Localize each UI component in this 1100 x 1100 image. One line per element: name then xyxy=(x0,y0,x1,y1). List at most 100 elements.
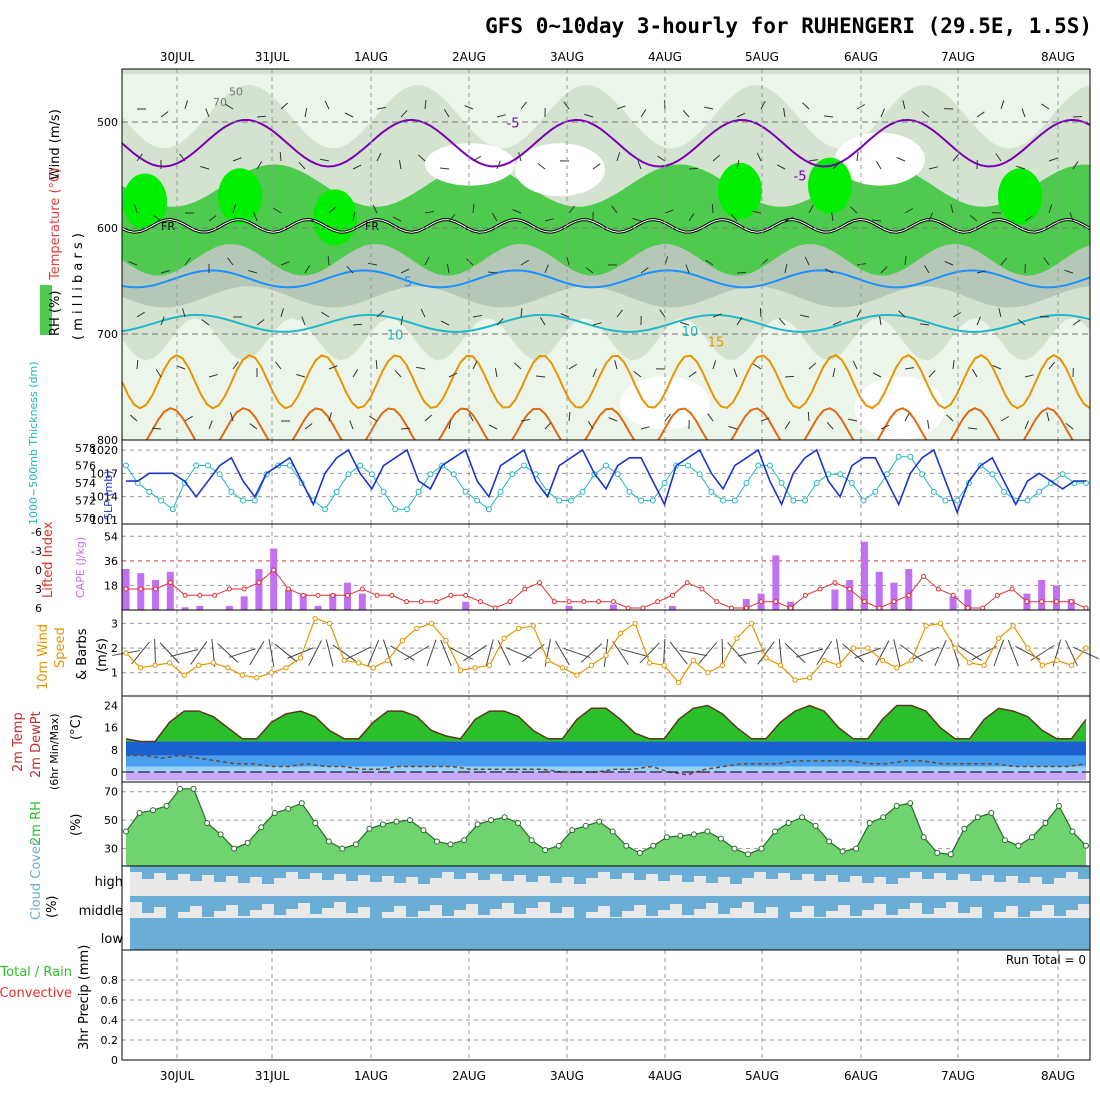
rh2m-point-9 xyxy=(244,839,251,846)
cloud-high-25 xyxy=(430,866,442,878)
rh2m-point-60 xyxy=(934,849,941,856)
barb-36-1 xyxy=(995,153,1002,162)
barb-5-0 xyxy=(256,115,267,118)
wind-barb-59 xyxy=(971,645,997,661)
wind-point-7 xyxy=(225,665,231,671)
top-date-6AUG: 6AUG xyxy=(844,50,878,64)
li-point-46 xyxy=(802,592,808,598)
barb-39-2 xyxy=(1069,212,1074,222)
temp-tick-8: 8 xyxy=(111,744,118,757)
contour-label-m5b: -5 xyxy=(794,169,807,184)
barb-28-3 xyxy=(804,256,810,266)
rh2m-tick-50: 50 xyxy=(104,814,118,827)
barb-8-1 xyxy=(320,158,330,162)
rh2m-point-18 xyxy=(366,825,373,832)
cloud-mid-59 xyxy=(838,896,850,905)
barb-17-5 xyxy=(535,375,546,378)
barb-16-1 xyxy=(518,152,522,162)
cloud-high-63 xyxy=(886,866,898,884)
rh2m-point-64 xyxy=(988,810,995,817)
cloud-mid-6 xyxy=(202,896,214,917)
barb-10-6 xyxy=(369,415,378,422)
wind-barb-35 xyxy=(621,648,649,658)
cloud-mid-22 xyxy=(394,896,406,906)
wind-point-25 xyxy=(486,662,493,669)
barb-33-1 xyxy=(928,166,938,170)
wind-barb-27 xyxy=(505,647,532,659)
rh2m-point-58 xyxy=(907,800,914,807)
thickness-point-11 xyxy=(251,497,258,504)
wind-point-16 xyxy=(356,660,362,666)
rh2m-point-26 xyxy=(474,821,481,828)
wind-point-6 xyxy=(210,660,216,666)
li-point-7 xyxy=(226,586,232,592)
barb-38-6 xyxy=(1046,412,1050,422)
contour-label-fr1: FR xyxy=(161,220,175,233)
barb-14-5 xyxy=(472,360,478,370)
barb-25-4 xyxy=(736,317,743,326)
wind-barbs xyxy=(128,99,1083,430)
cloud-high-41 xyxy=(622,866,634,873)
rh2m-point-53 xyxy=(839,848,846,855)
barb-20-1 xyxy=(616,152,621,162)
barb-19-0 xyxy=(584,113,594,118)
li-point-31 xyxy=(581,599,587,605)
barb-11-2 xyxy=(392,216,402,222)
cloud-label-2: (%) xyxy=(45,896,60,919)
barb-21-0 xyxy=(640,109,647,118)
barb-21-6 xyxy=(640,426,650,430)
thickness-point-10 xyxy=(240,497,247,504)
barb-15-5 xyxy=(494,368,498,378)
li-point-3 xyxy=(167,580,173,586)
wind-barb-37 xyxy=(662,638,666,668)
rh2m-point-57 xyxy=(893,802,900,809)
wind-barb-48 xyxy=(816,640,833,666)
wind-point-26 xyxy=(501,635,507,641)
barb-3-0 xyxy=(205,108,210,118)
wind-barb-53 xyxy=(893,639,901,667)
li-tick-6: 6 xyxy=(35,602,42,615)
cloud-mid-10 xyxy=(250,896,262,910)
upper-label-wind: Wind (m/s) xyxy=(48,109,63,180)
thickness-point-20 xyxy=(357,462,364,469)
rh2m-point-7 xyxy=(217,831,224,838)
top-date-4AUG: 4AUG xyxy=(648,50,682,64)
cloud-high-55 xyxy=(790,866,802,880)
contour-label-10b: 10 xyxy=(682,325,699,340)
cloud-mid-75 xyxy=(1030,896,1042,911)
cape-bar-1 xyxy=(137,573,145,610)
cloud-panel xyxy=(121,865,1091,951)
cloud-high-0 xyxy=(130,866,142,872)
wind-tick-3: 3 xyxy=(111,617,118,630)
rh2m-point-70 xyxy=(1069,828,1076,835)
barb-22-6 xyxy=(664,413,671,422)
barb-15-3 xyxy=(487,271,498,274)
li-point-53 xyxy=(906,592,912,598)
barb-29-6 xyxy=(826,421,834,430)
barb-32-5 xyxy=(904,367,914,370)
cloud-high-24 xyxy=(418,866,430,884)
barb-30-5 xyxy=(852,360,858,370)
wind-barb-4 xyxy=(170,649,198,657)
wind-point-4 xyxy=(181,672,187,678)
thick-tick-570: 570 xyxy=(75,512,96,525)
wind-point-11 xyxy=(283,665,289,671)
cape-bar-12 xyxy=(299,593,307,610)
barb-16-0 xyxy=(520,101,527,110)
barb-35-4 xyxy=(976,316,981,326)
cloud-high-16 xyxy=(322,866,334,880)
barb-17-2 xyxy=(544,218,554,222)
thickness-point-62 xyxy=(848,480,855,486)
thickness-point-51 xyxy=(720,497,727,504)
wind-barb-36 xyxy=(639,642,660,664)
barb-13-1 xyxy=(439,167,450,170)
wind-point-42 xyxy=(734,635,740,641)
thick-tick-576: 576 xyxy=(75,460,96,473)
barb-34-3 xyxy=(944,261,954,266)
barb-31-1 xyxy=(876,160,882,170)
rh2m-point-49 xyxy=(785,820,792,826)
thickness-point-26 xyxy=(427,471,434,478)
li-point-65 xyxy=(1083,605,1089,611)
rh2m-labels: 2m RH (%) xyxy=(29,801,84,845)
